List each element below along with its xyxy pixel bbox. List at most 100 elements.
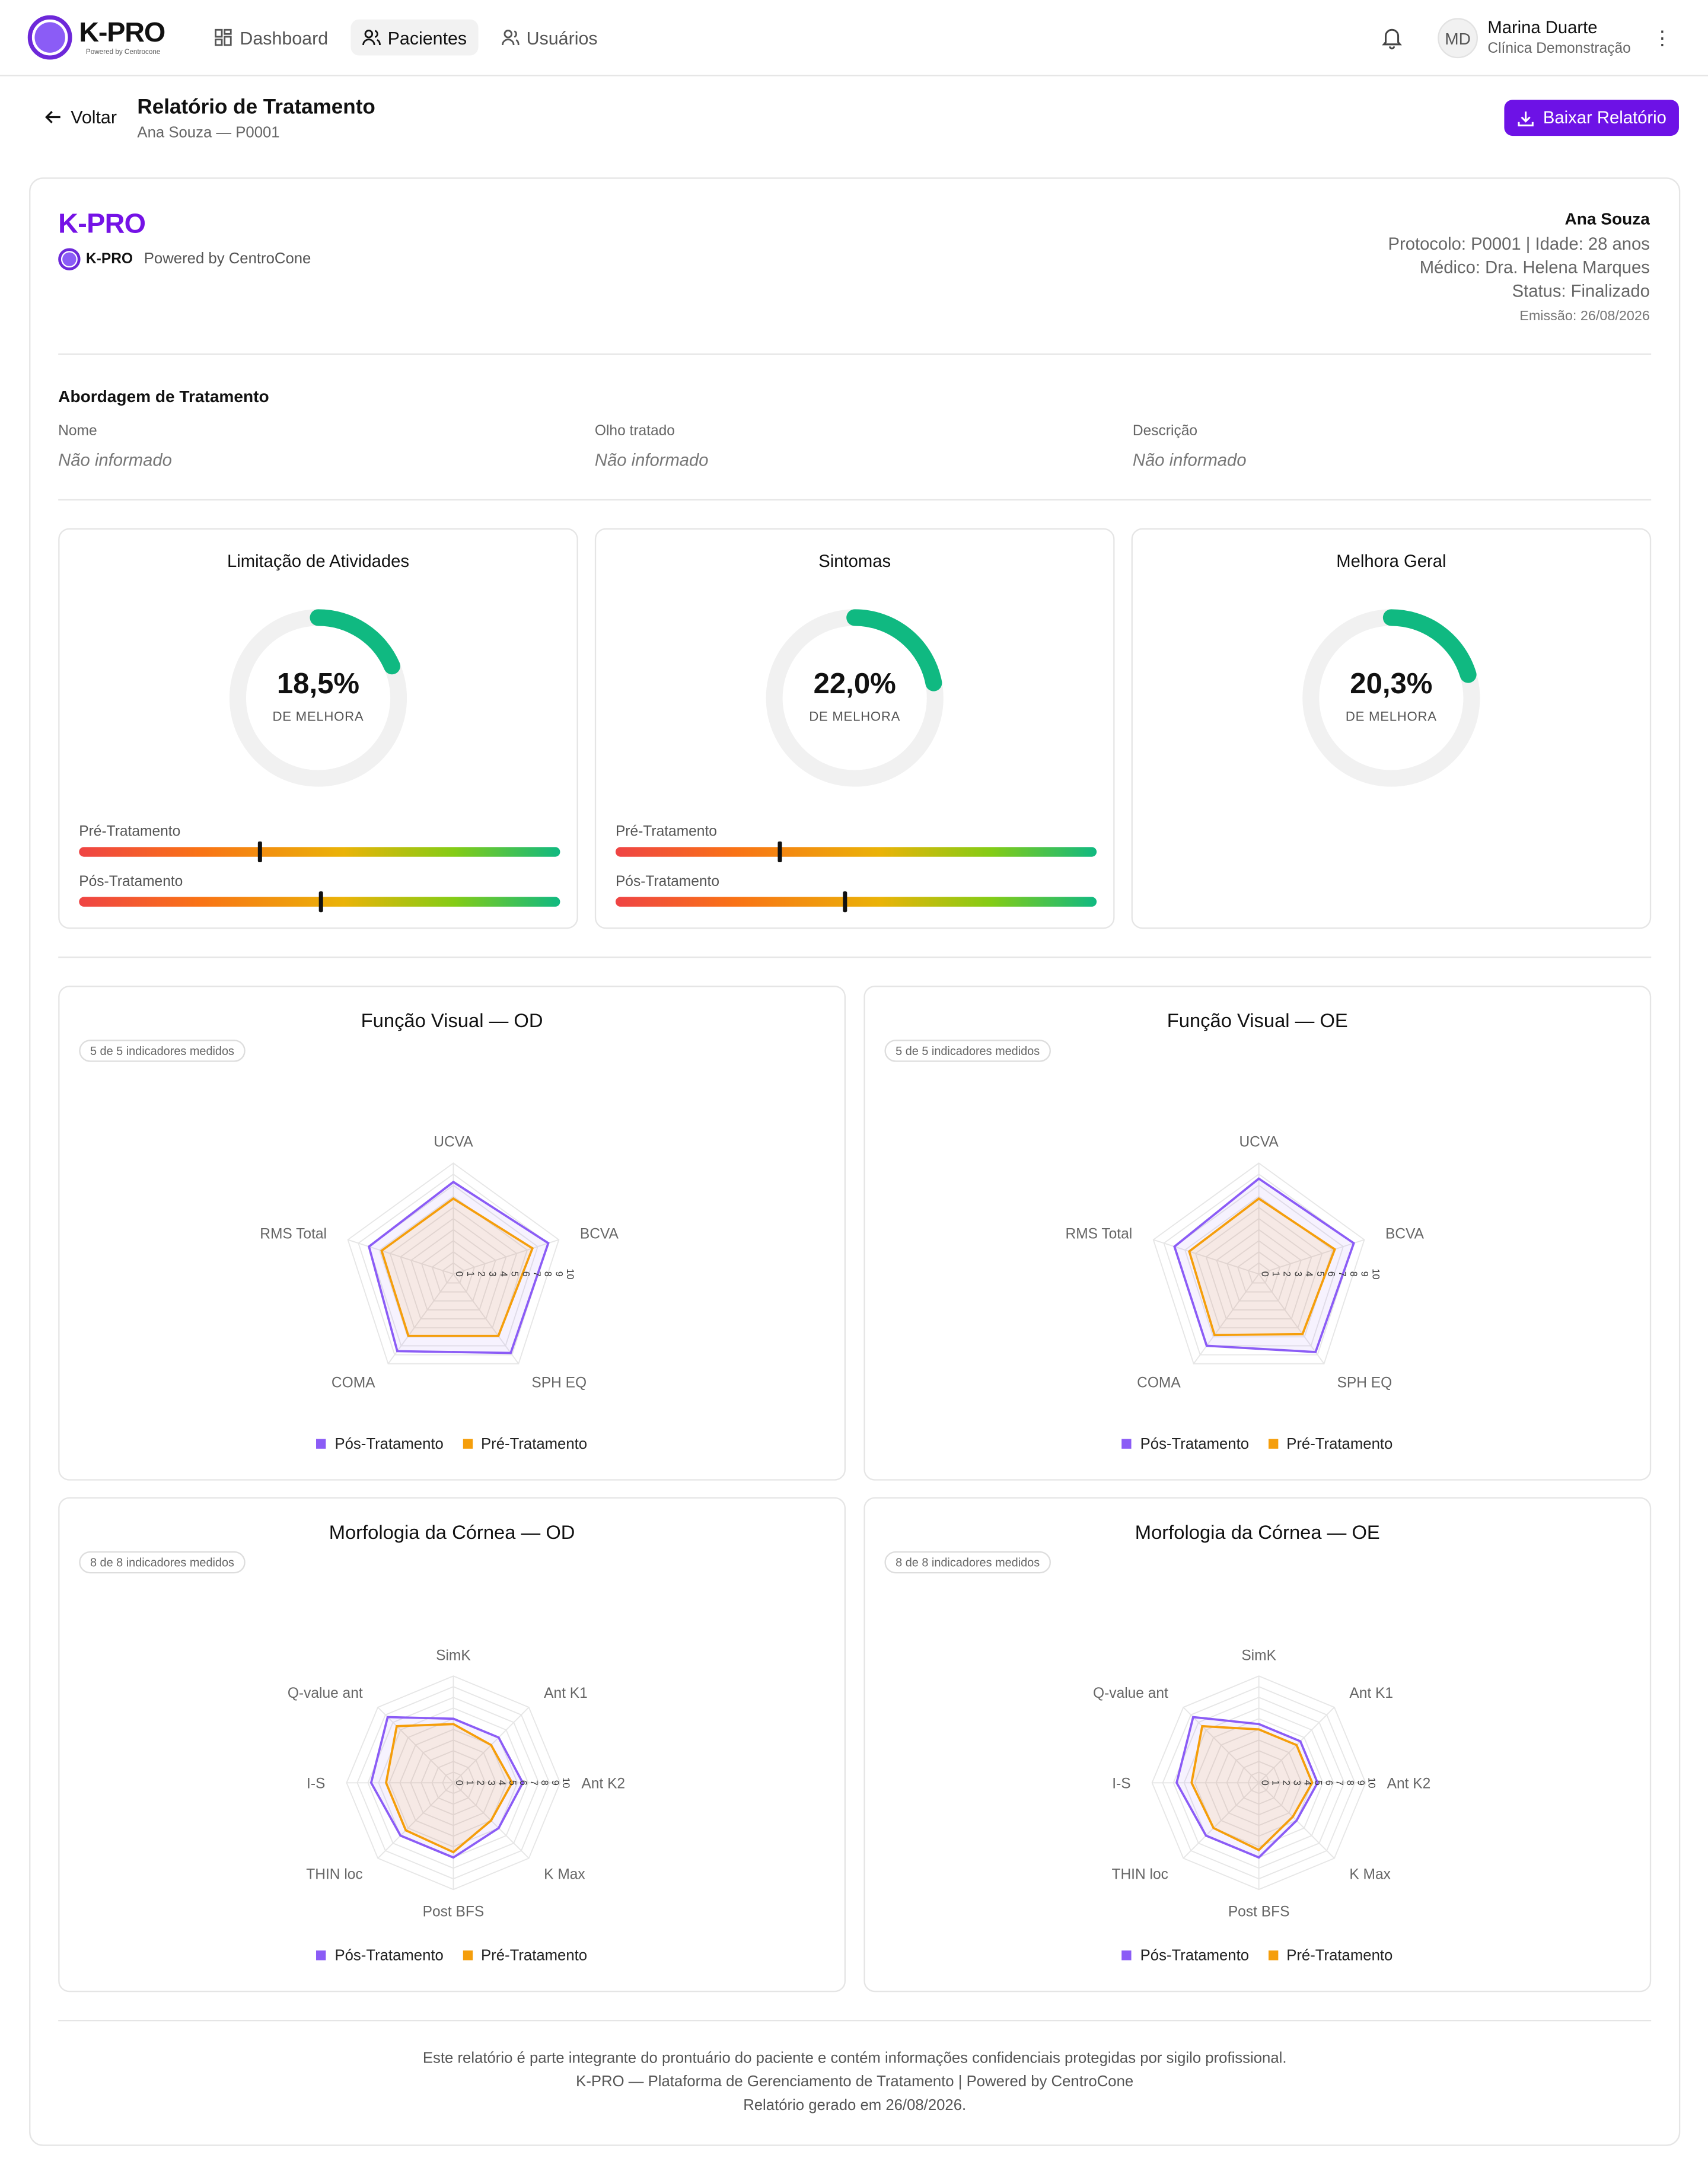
radar-series-pos xyxy=(369,1716,524,1859)
radar-axis-label: SimK xyxy=(1241,1648,1276,1664)
radar-tick-label: 9 xyxy=(1355,1780,1366,1786)
legend-item-pre: Pré-Tratamento xyxy=(463,1436,587,1453)
radar-grid-ring xyxy=(1226,1240,1292,1302)
legend-label: Pós-Tratamento xyxy=(334,1947,444,1965)
radar-axis-label: RMS Total xyxy=(1065,1226,1132,1242)
radar-title: Morfologia da Córnea — OD xyxy=(329,1520,575,1543)
approach-name-field: Nome Não informado xyxy=(58,423,172,470)
radar-axis-line xyxy=(1183,1782,1260,1859)
indicators-badge: 8 de 8 indicadores medidos xyxy=(884,1551,1051,1574)
radar-grid-ring xyxy=(1247,1262,1270,1284)
radar-series-pre xyxy=(1190,1724,1314,1851)
nav-usuarios-label: Usuários xyxy=(526,27,598,48)
improvement-gauge xyxy=(1302,609,1480,787)
radar-chart: UCVA BCVA SPH EQ COMA RMS Total 0 1 2 3 4 5 6 7 8 9 10 xyxy=(1065,1134,1425,1391)
field-value: Não informado xyxy=(58,450,172,470)
legend-label: Pré-Tratamento xyxy=(1286,1436,1393,1453)
radar-tick-label: 5 xyxy=(1315,1271,1325,1277)
gauge-title: Sintomas xyxy=(818,552,891,572)
radar-tick-label: 1 xyxy=(465,1271,476,1277)
user-name: Marina Duarte xyxy=(1487,18,1598,38)
gauge-card-symptoms: Sintomas 22,0% DE MELHORA Pré-Tratamento… xyxy=(594,528,1115,929)
radar-axis-label: THIN loc xyxy=(306,1866,362,1882)
gauge-title: Melhora Geral xyxy=(1336,552,1446,572)
nav-dashboard[interactable]: Dashboard xyxy=(202,20,339,56)
radar-tick-label: 6 xyxy=(518,1780,528,1786)
report-logo: K-PRO Powered by CentroCone xyxy=(58,248,311,270)
indicators-badge: 5 de 5 indicadores medidos xyxy=(79,1040,246,1062)
radar-series-pos xyxy=(368,1180,550,1354)
radar-axis-line xyxy=(348,1239,454,1275)
user-info[interactable]: Marina Duarte Clínica Demonstração xyxy=(1487,18,1630,56)
legend-item-pre: Pré-Tratamento xyxy=(1268,1947,1392,1965)
radar-tick-label: 1 xyxy=(1270,1271,1281,1277)
users-icon xyxy=(362,30,381,46)
radar-axis-label: Post BFS xyxy=(423,1904,485,1920)
download-report-button[interactable]: Baixar Relatório xyxy=(1504,100,1679,136)
logo-name: K-PRO xyxy=(79,17,165,48)
user-avatar[interactable]: MD xyxy=(1438,18,1478,59)
radar-tick-label: 6 xyxy=(1323,1780,1334,1786)
radar-tick-label: 4 xyxy=(496,1780,507,1786)
report-powered-by: Powered by CentroCone xyxy=(144,251,311,268)
radar-series-pre xyxy=(385,1723,514,1854)
radar-grid-ring xyxy=(1194,1206,1323,1329)
radar-tick-label: 9 xyxy=(1359,1271,1370,1277)
radar-axis-label: RMS Total xyxy=(260,1226,327,1242)
report-logo-circle-icon xyxy=(58,248,81,270)
radar-card-cornea-od: Morfologia da Córnea — OD 8 de 8 indicad… xyxy=(58,1497,846,1993)
patient-name: Ana Souza xyxy=(1564,209,1650,229)
radar-tick-label: 8 xyxy=(539,1780,550,1786)
improvement-gauge xyxy=(229,609,407,787)
page-subtitle: Ana Souza — P0001 xyxy=(137,125,280,142)
radar-tick-label: 7 xyxy=(1337,1271,1347,1277)
user-icon xyxy=(501,30,520,46)
radar-tick-label: 10 xyxy=(1366,1777,1376,1788)
post-treatment-bar xyxy=(615,891,1097,913)
footer-confidential: Este relatório é parte integrante do pro… xyxy=(422,2050,1287,2067)
logo-tagline: Powered by Centrocone xyxy=(85,47,161,56)
notification-bell-icon[interactable] xyxy=(1379,25,1404,50)
nav-pacientes-label: Pacientes xyxy=(387,27,467,48)
nav-usuarios[interactable]: Usuários xyxy=(489,20,609,56)
approach-description-field: Descrição Não informado xyxy=(1133,423,1247,470)
radar-axis-label: Q-value ant xyxy=(1093,1685,1168,1701)
radar-axis-line xyxy=(377,1707,454,1783)
radar-card-cornea-oe: Morfologia da Córnea — OE 8 de 8 indicad… xyxy=(863,1497,1652,1993)
more-options-icon[interactable]: ⋮ xyxy=(1652,26,1672,49)
legend-label: Pré-Tratamento xyxy=(480,1947,588,1965)
radar-axis-label: Q-value ant xyxy=(288,1685,363,1701)
main-nav: Dashboard Pacientes Usuários xyxy=(202,19,609,56)
field-value: Não informado xyxy=(594,450,709,470)
radar-tick-label: 10 xyxy=(560,1777,571,1788)
radar-axis-label: I-S xyxy=(307,1776,325,1792)
radar-grid-ring xyxy=(420,1240,486,1302)
radar-axis-label: Ant K2 xyxy=(1387,1776,1431,1792)
legend-item-pre: Pré-Tratamento xyxy=(1268,1436,1393,1453)
page-title: Relatório de Tratamento xyxy=(137,95,375,120)
gauge-value: 22,0% xyxy=(813,668,896,700)
divider xyxy=(58,353,1652,355)
radar-grid-ring xyxy=(1152,1162,1365,1365)
divider xyxy=(58,499,1652,501)
approach-eye-field: Olho tratado Não informado xyxy=(595,423,709,470)
radar-axis-label: K Max xyxy=(1349,1866,1391,1882)
radar-axis-line xyxy=(1193,1273,1260,1365)
back-button[interactable]: Voltar xyxy=(44,107,117,127)
radar-chart: SimK Ant K1 Ant K2 K Max Post BFS THIN loc I-S… xyxy=(288,1648,625,1920)
gauge-card-activities: Limitação de Atividades 18,5% DE MELHORA… xyxy=(58,528,578,929)
radar-grid-ring xyxy=(431,1251,476,1293)
gauge-label: DE MELHORA xyxy=(1345,709,1437,725)
app-logo[interactable]: K-PRO Powered by Centrocone xyxy=(27,15,165,60)
indicators-badge: 5 de 5 indicadores medidos xyxy=(884,1040,1051,1062)
radar-legend: Pós-Tratamento Pré-Tratamento xyxy=(60,1947,845,1965)
radar-axis-label: SPH EQ xyxy=(531,1375,587,1391)
top-navigation-bar: K-PRO Powered by Centrocone Dashboard Pa… xyxy=(0,0,1708,76)
legend-item-pos: Pós-Tratamento xyxy=(1122,1436,1249,1453)
radar-chart: UCVA BCVA SPH EQ COMA RMS Total 0 1 2 3 4 5 6 7 8 9 10 xyxy=(260,1134,619,1391)
nav-pacientes[interactable]: Pacientes xyxy=(350,19,478,56)
field-label: Olho tratado xyxy=(594,422,675,440)
radar-axis-label: BCVA xyxy=(1385,1226,1425,1242)
radar-title: Morfologia da Córnea — OE xyxy=(1135,1520,1380,1543)
pre-treatment-marker xyxy=(258,841,263,863)
